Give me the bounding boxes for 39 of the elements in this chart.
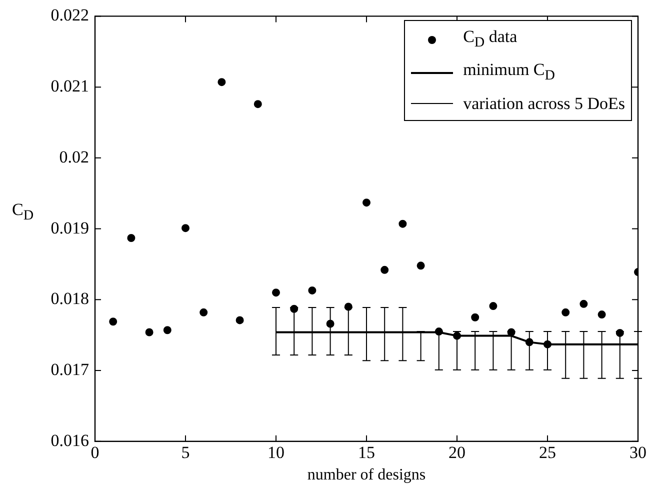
point <box>362 198 370 207</box>
x-tick-label: 0 <box>90 443 100 462</box>
point <box>254 100 262 108</box>
x-tick-label: 20 <box>448 443 466 462</box>
y-tick-label: 0.016 <box>50 430 89 450</box>
legend-label: C$_{D}$ data <box>463 26 518 52</box>
point <box>398 220 407 228</box>
y-tick-label: 0.018 <box>50 289 89 308</box>
point <box>163 326 172 334</box>
point <box>218 78 226 86</box>
point <box>145 328 154 336</box>
point <box>562 308 570 316</box>
y-axis-title: C$_{D}$ <box>12 200 34 224</box>
x-axis-title: number of designs <box>307 466 426 484</box>
x-tick-label: 30 <box>630 443 646 462</box>
x-tick-label: 15 <box>358 443 375 462</box>
point <box>416 262 425 270</box>
legend-label: minimum C$_{D}$ <box>463 59 556 86</box>
point <box>127 234 136 242</box>
point <box>308 286 316 294</box>
point <box>182 224 190 232</box>
point <box>236 316 244 324</box>
point <box>471 313 480 322</box>
x-tick-label: 10 <box>268 443 284 462</box>
point <box>272 288 280 297</box>
legend-label: variation across 5 DoEs <box>463 92 625 115</box>
point <box>380 266 389 274</box>
point <box>200 308 208 316</box>
y-tick-label: 0.02 <box>59 147 89 166</box>
point <box>109 318 118 326</box>
point <box>598 310 606 319</box>
y-tick-label: 0.021 <box>50 76 89 96</box>
y-tick-label: 0.017 <box>50 360 90 379</box>
x-tick-label: 25 <box>539 443 556 462</box>
point <box>489 302 498 310</box>
point <box>580 300 588 308</box>
x-tick-label: 5 <box>181 443 190 462</box>
y-tick-label: 0.022 <box>50 6 89 25</box>
y-tick-label: 0.019 <box>50 218 89 238</box>
